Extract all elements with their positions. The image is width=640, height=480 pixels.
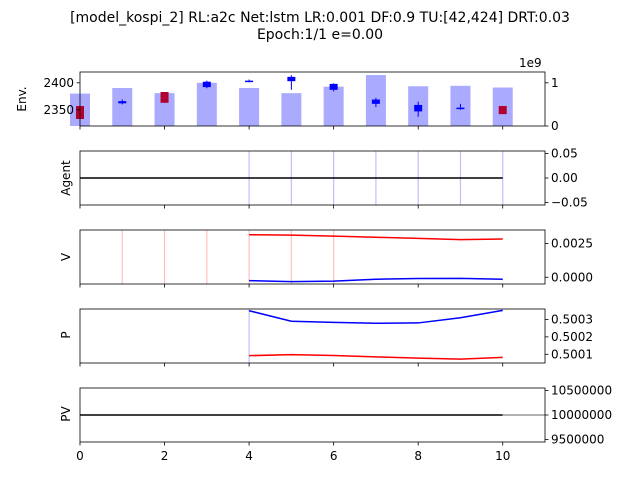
- env-candle-body-5: [287, 76, 296, 82]
- agent-y-tick-label-0: 0.05: [551, 146, 578, 160]
- env-candle-body-10: [498, 106, 507, 115]
- env-candle-body-9: [456, 107, 465, 110]
- env-candle-body-8: [414, 104, 423, 112]
- pv-y-tick-label-1: 10000000: [551, 408, 612, 422]
- p-frame: [79, 308, 546, 364]
- env-volume-bar-2: [154, 93, 175, 126]
- x-tick-label-6: 6: [330, 449, 338, 463]
- v-frame: [79, 229, 546, 285]
- pv-y-tick-label-2: 9500000: [551, 433, 604, 447]
- v-y-tick-label-0: 0.0025: [551, 237, 593, 251]
- x-tick-label-4: 4: [245, 449, 253, 463]
- env-candle-body-7: [371, 99, 380, 104]
- env-candle-body-6: [329, 83, 338, 90]
- p-y-tick-label-1: 0.5002: [551, 330, 593, 344]
- x-tick-label-10: 10: [495, 449, 510, 463]
- chart-title-line1: [model_kospi_2] RL:a2c Net:lstm LR:0.001…: [70, 10, 570, 26]
- env-frame: [79, 71, 546, 127]
- agent-y-tick-label-2: −0.05: [551, 196, 588, 210]
- env-candle-body-1: [118, 101, 127, 104]
- agent-panel: Agent 0.05 0.00 −0.05: [59, 146, 588, 209]
- pv-ylabel: PV: [59, 405, 73, 421]
- env-volume-bar-5: [281, 93, 302, 126]
- env-ylabel: Env.: [15, 86, 29, 111]
- v-sell-value-line: [249, 233, 503, 241]
- env-panel: Env. 1e9 2350 2400 0 1: [15, 56, 559, 133]
- x-tick-label-2: 2: [161, 449, 169, 463]
- env-volume-bar-1: [112, 87, 133, 126]
- p-buy-policy-line: [248, 309, 503, 325]
- env-volume-offset-label: 1e9: [519, 56, 542, 70]
- pv-y-tick-label-0: 10500000: [551, 383, 612, 397]
- agent-y-tick-label-1: 0.00: [551, 171, 578, 185]
- v-y-tick-label-1: 0.0000: [551, 270, 593, 284]
- p-panel: P 0.5003 0.5002 0.5001: [59, 308, 593, 367]
- env-volume-bar-6: [323, 86, 344, 126]
- env-right-tick-label-0: 0: [551, 119, 559, 133]
- pv-panel: PV 10500000 10000000 9500000: [59, 383, 612, 446]
- env-candle-body-4: [245, 80, 254, 83]
- env-right-tick-label-1: 1: [551, 76, 559, 90]
- v-buy-value-line: [249, 277, 503, 283]
- chart-title-line2: Epoch:1/1 e=0.00: [257, 27, 383, 43]
- x-tick-label-8: 8: [414, 449, 422, 463]
- env-volume-bar-3: [196, 82, 217, 126]
- x-axis: 0 2 4 6 8 10: [76, 449, 510, 463]
- p-y-tick-label-2: 0.5001: [551, 347, 593, 361]
- agent-ylabel: Agent: [59, 160, 73, 196]
- p-ylabel: P: [59, 331, 73, 338]
- env-candle-body-2: [160, 91, 169, 103]
- env-left-tick-label-1: 2400: [43, 76, 74, 90]
- v-panel: V 0.0025 0.0000: [59, 229, 593, 288]
- p-sell-policy-line: [249, 353, 503, 360]
- env-left-tick-label-0: 2350: [43, 103, 74, 117]
- env-volume-bar-4: [239, 87, 260, 126]
- env-candle-body-3: [202, 81, 211, 88]
- v-ylabel: V: [59, 252, 73, 261]
- p-y-tick-label-0: 0.5003: [551, 312, 593, 326]
- x-tick-label-0: 0: [76, 449, 84, 463]
